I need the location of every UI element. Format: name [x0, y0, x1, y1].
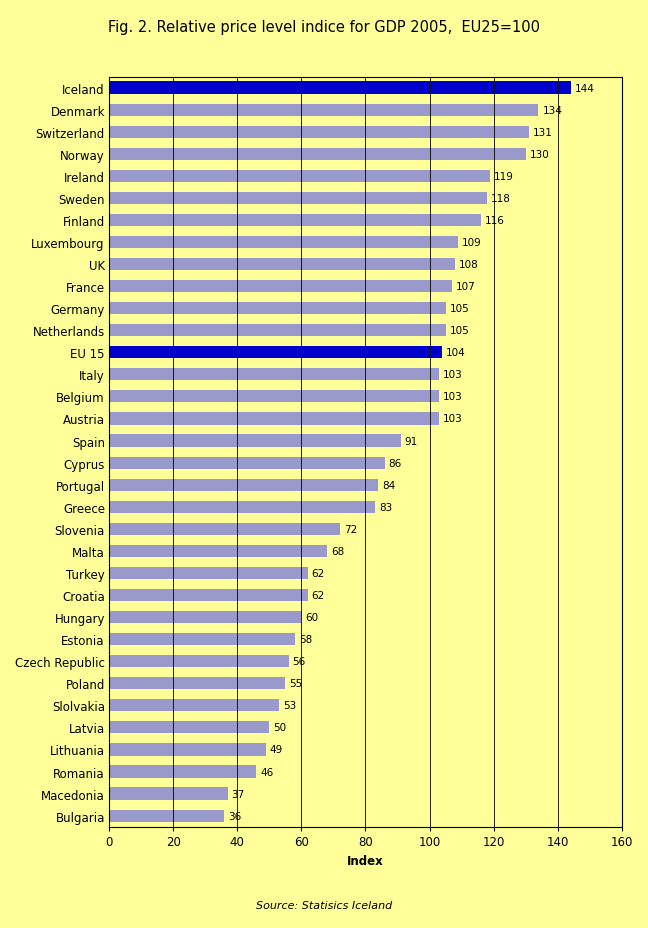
- Text: 144: 144: [574, 84, 594, 94]
- Bar: [109, 458, 385, 470]
- Bar: [109, 193, 487, 205]
- Text: 116: 116: [485, 215, 505, 226]
- Text: 37: 37: [231, 789, 245, 799]
- Bar: [109, 810, 224, 822]
- Text: 62: 62: [312, 568, 325, 578]
- Text: 58: 58: [299, 635, 312, 644]
- Text: 103: 103: [443, 370, 463, 380]
- Text: 109: 109: [462, 238, 482, 248]
- Bar: [109, 281, 452, 293]
- Text: 56: 56: [292, 656, 306, 666]
- Bar: [109, 83, 570, 95]
- Text: 107: 107: [456, 282, 476, 291]
- Text: 50: 50: [273, 723, 286, 732]
- Text: 86: 86: [389, 458, 402, 468]
- Text: 62: 62: [312, 590, 325, 600]
- Bar: [109, 766, 257, 778]
- Bar: [109, 634, 295, 646]
- Text: 91: 91: [404, 436, 418, 446]
- Bar: [109, 126, 529, 138]
- Bar: [109, 546, 327, 558]
- Text: 83: 83: [379, 502, 392, 512]
- Bar: [109, 589, 308, 601]
- Text: Source: Statisics Iceland: Source: Statisics Iceland: [256, 899, 392, 909]
- Text: 68: 68: [331, 547, 344, 556]
- Text: 105: 105: [450, 326, 469, 336]
- Bar: [109, 237, 458, 249]
- Bar: [109, 655, 288, 667]
- Bar: [109, 501, 375, 513]
- Bar: [109, 612, 301, 624]
- Text: 108: 108: [459, 260, 479, 270]
- Bar: [109, 391, 439, 403]
- Bar: [109, 700, 279, 712]
- Text: 46: 46: [260, 767, 273, 777]
- Bar: [109, 303, 446, 315]
- Bar: [109, 171, 491, 183]
- Bar: [109, 677, 285, 690]
- Bar: [109, 347, 443, 359]
- Bar: [109, 259, 455, 271]
- Text: 105: 105: [450, 303, 469, 314]
- Text: 134: 134: [542, 106, 562, 115]
- Text: 103: 103: [443, 392, 463, 402]
- Text: 118: 118: [491, 194, 511, 203]
- Bar: [109, 148, 526, 161]
- Bar: [109, 523, 340, 535]
- Bar: [109, 567, 308, 579]
- Text: 55: 55: [289, 678, 303, 689]
- Bar: [109, 105, 538, 117]
- Bar: [109, 479, 378, 491]
- Text: 131: 131: [533, 127, 553, 137]
- X-axis label: Index: Index: [347, 854, 384, 867]
- Bar: [109, 788, 227, 800]
- Text: Fig. 2. Relative price level indice for GDP 2005,  EU25=100: Fig. 2. Relative price level indice for …: [108, 20, 540, 35]
- Bar: [109, 722, 270, 734]
- Text: 119: 119: [494, 172, 514, 182]
- Text: 104: 104: [446, 348, 466, 358]
- Text: 53: 53: [283, 701, 296, 711]
- Text: 49: 49: [270, 744, 283, 754]
- Bar: [109, 435, 400, 447]
- Bar: [109, 413, 439, 425]
- Text: 36: 36: [228, 811, 242, 820]
- Text: 72: 72: [343, 524, 357, 535]
- Bar: [109, 325, 446, 337]
- Text: 130: 130: [529, 149, 550, 160]
- Text: 60: 60: [305, 612, 318, 623]
- Bar: [109, 743, 266, 755]
- Bar: [109, 214, 481, 226]
- Bar: [109, 369, 439, 381]
- Text: 84: 84: [382, 480, 395, 490]
- Text: 103: 103: [443, 414, 463, 424]
